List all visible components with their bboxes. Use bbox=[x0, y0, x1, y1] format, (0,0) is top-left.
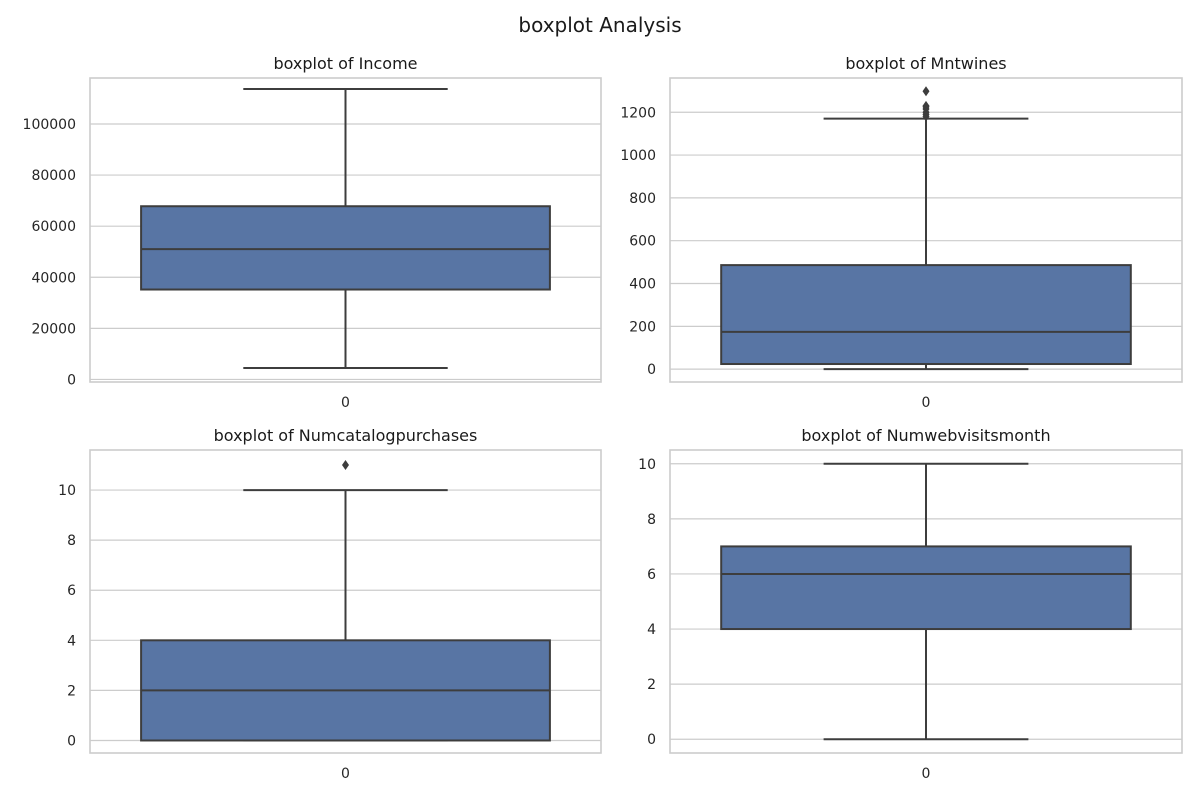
y-tick-label: 4 bbox=[647, 622, 656, 638]
x-tick-label: 0 bbox=[922, 766, 931, 782]
y-tick-label: 10 bbox=[58, 483, 76, 499]
subplot-4: boxplot of Numwebvisitsmonth 0 2 4 6 8 10 0 bbox=[638, 426, 1183, 782]
axes-frame bbox=[669, 449, 1183, 754]
y-tick-label: 6 bbox=[647, 567, 656, 583]
y-tick-label: 8 bbox=[67, 533, 76, 549]
y-tick-label: 2 bbox=[647, 677, 656, 693]
outlier-point bbox=[922, 100, 930, 111]
y-tick-label: 600 bbox=[629, 234, 656, 250]
y-tick-label: 2 bbox=[67, 683, 76, 699]
figure-suptitle: boxplot Analysis bbox=[518, 13, 681, 37]
x-tick-label: 0 bbox=[922, 395, 931, 411]
subplot-title: boxplot of Numcatalogpurchases bbox=[214, 426, 478, 445]
y-tick-label: 10 bbox=[638, 457, 656, 473]
outlier-point bbox=[922, 86, 930, 97]
iqr-box bbox=[720, 264, 1132, 366]
subplot-title: boxplot of Mntwines bbox=[845, 54, 1006, 73]
subplot-1: boxplot of Income 0 20000 40000 60000 80000 10… bbox=[23, 54, 602, 411]
y-tick-label: 40000 bbox=[31, 270, 76, 286]
iqr-box bbox=[140, 205, 551, 291]
y-tick-label: 20000 bbox=[31, 321, 76, 337]
subplot-3: boxplot of Numcatalogpurchases 0 2 4 6 8 10 0 bbox=[58, 426, 602, 782]
axes-frame bbox=[89, 449, 602, 754]
y-tick-label: 4 bbox=[67, 633, 76, 649]
axes-frame bbox=[89, 77, 602, 383]
subplot-title: boxplot of Numwebvisitsmonth bbox=[801, 426, 1050, 445]
subplot-2: boxplot of Mntwines 0 200 400 600 800 1000 1200… bbox=[620, 54, 1183, 411]
y-tick-label: 400 bbox=[629, 277, 656, 293]
y-tick-label: 6 bbox=[67, 583, 76, 599]
iqr-box bbox=[720, 545, 1132, 631]
y-tick-label: 100000 bbox=[23, 117, 76, 133]
y-tick-label: 0 bbox=[67, 733, 76, 749]
y-tick-label: 800 bbox=[629, 191, 656, 207]
y-tick-label: 60000 bbox=[31, 219, 76, 235]
x-tick-label: 0 bbox=[341, 766, 350, 782]
y-tick-label: 0 bbox=[67, 372, 76, 388]
subplot-title: boxplot of Income bbox=[273, 54, 417, 73]
y-tick-label: 80000 bbox=[31, 168, 76, 184]
x-tick-label: 0 bbox=[341, 395, 350, 411]
subplots-grid: boxplot of Income02000040000600008000010… bbox=[23, 54, 1183, 782]
y-tick-label: 200 bbox=[629, 319, 656, 335]
axes-frame bbox=[669, 77, 1183, 383]
y-tick-label: 1000 bbox=[620, 148, 656, 164]
y-tick-label: 8 bbox=[647, 512, 656, 528]
outlier-point bbox=[342, 460, 349, 471]
y-tick-label: 1200 bbox=[620, 105, 656, 121]
y-tick-label: 0 bbox=[647, 362, 656, 378]
y-tick-label: 0 bbox=[647, 732, 656, 748]
